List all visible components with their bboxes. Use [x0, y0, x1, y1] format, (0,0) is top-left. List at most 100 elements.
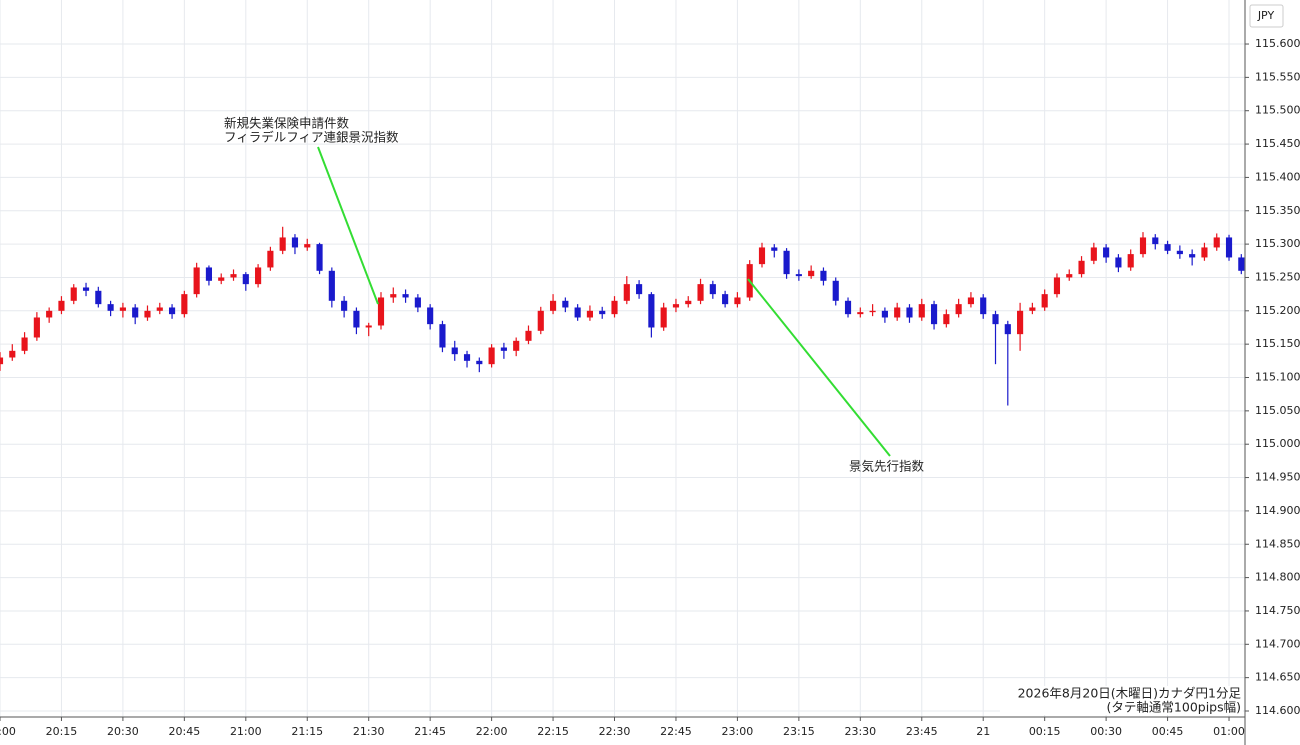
annotation: フィラデルフィア連銀景況指数 — [224, 130, 399, 145]
candle-body — [218, 277, 225, 281]
candle-body — [70, 287, 77, 301]
candle-body — [1152, 237, 1159, 245]
candle-body — [181, 294, 188, 315]
candle-body — [672, 304, 680, 308]
candle-body — [58, 300, 65, 311]
candle-body — [1201, 247, 1208, 258]
y-tick-label: 114.800 — [1255, 571, 1300, 584]
candle-body — [894, 307, 901, 318]
x-tick-label: 00:30 — [1090, 725, 1122, 738]
candle-body — [1066, 274, 1073, 278]
candle-body — [377, 297, 385, 326]
candle-body — [599, 310, 606, 315]
candle-body — [623, 284, 630, 301]
candle-body — [1139, 237, 1147, 255]
x-tick-label: 22:00 — [476, 725, 508, 738]
candle-body — [795, 274, 802, 277]
candle-body — [242, 274, 249, 285]
annotation: 景気先行指数 — [849, 459, 925, 474]
grid — [0, 0, 1245, 717]
y-tick-label: 115.450 — [1255, 137, 1300, 150]
candle-body — [906, 307, 913, 318]
candle-body — [9, 350, 16, 358]
x-tick-label: 21:00 — [230, 725, 262, 738]
x-tick-label: 20:30 — [107, 725, 139, 738]
y-tick-label: 115.050 — [1255, 404, 1300, 417]
candle-body — [1053, 277, 1061, 295]
annotation-line — [317, 146, 379, 305]
caption-bg — [1000, 686, 1243, 715]
candle-body — [328, 270, 335, 301]
candle-body — [1004, 324, 1011, 335]
x-tick-label: 20:45 — [169, 725, 201, 738]
x-tick-label: 23:15 — [783, 725, 815, 738]
currency-label: JPY — [1257, 9, 1275, 22]
candle-body — [390, 294, 397, 298]
candle-body — [168, 307, 176, 315]
y-tick-label: 115.200 — [1255, 304, 1300, 317]
x-tick-label: 20:15 — [46, 725, 78, 738]
candle-body — [316, 244, 323, 271]
candle-body — [918, 304, 925, 318]
candle-body — [132, 307, 139, 318]
candle-body — [1225, 237, 1233, 258]
candle-body — [660, 307, 667, 328]
candle-body — [513, 340, 520, 351]
candle-body — [549, 300, 557, 311]
candle-body — [476, 360, 483, 365]
y-tick-label: 115.300 — [1255, 237, 1300, 250]
candle-body — [144, 310, 151, 318]
y-tick-label: 115.250 — [1255, 270, 1300, 283]
candle-body — [881, 310, 888, 318]
x-tick-label: 20:00 — [0, 725, 16, 738]
candle-body — [1090, 247, 1097, 261]
y-tick-label: 114.650 — [1255, 671, 1300, 684]
x-tick-label: 22:15 — [537, 725, 569, 738]
y-tick-label: 114.900 — [1255, 504, 1300, 517]
candle-body — [1103, 247, 1110, 258]
caption: 2026年8月20日(木曜日)カナダ円1分足 — [1018, 686, 1242, 701]
candle-body — [255, 267, 262, 285]
y-tick-label: 114.850 — [1255, 537, 1300, 550]
candle-body — [291, 237, 299, 248]
candle-body — [1078, 260, 1085, 275]
candle-body — [1115, 257, 1122, 268]
y-tick-label: 115.550 — [1255, 70, 1300, 83]
candle-body — [279, 237, 286, 251]
y-tick-label: 114.750 — [1255, 604, 1300, 617]
x-tick-label: 00:15 — [1029, 725, 1061, 738]
candle-body — [1164, 244, 1171, 251]
candle-body — [119, 307, 126, 311]
candle-body — [869, 310, 876, 313]
candle-body — [574, 307, 581, 318]
candle-body — [943, 314, 950, 325]
x-tick-label: 21:45 — [414, 725, 446, 738]
x-tick-label: 21:15 — [291, 725, 323, 738]
candle-body — [955, 304, 962, 315]
currency-box — [1249, 4, 1284, 28]
candle-body — [844, 300, 852, 315]
candle-body — [1041, 294, 1048, 308]
candle-body — [525, 330, 532, 341]
candle-body — [0, 357, 4, 365]
candle-body — [820, 270, 827, 281]
candle-body — [488, 347, 495, 365]
candle-body — [439, 324, 446, 348]
candle-body — [930, 304, 938, 325]
y-tick-label: 114.950 — [1255, 471, 1300, 484]
candle-body — [808, 270, 815, 277]
axis-labels: 114.600 114.650 114.700 114.750 114.800 114.8… — [0, 37, 1300, 738]
x-tick-label: 22:30 — [599, 725, 631, 738]
candle-body — [414, 297, 421, 308]
candle-body — [980, 297, 987, 315]
candle-body — [1213, 237, 1220, 248]
candle-body — [771, 247, 778, 251]
candle-body — [1238, 257, 1245, 271]
candle-body — [156, 307, 163, 311]
candle-body — [205, 267, 213, 281]
candle-body — [82, 287, 90, 291]
annotation-line — [747, 278, 891, 457]
candle-body — [685, 300, 692, 305]
y-tick-label: 115.350 — [1255, 204, 1300, 217]
candle-body — [21, 337, 28, 351]
